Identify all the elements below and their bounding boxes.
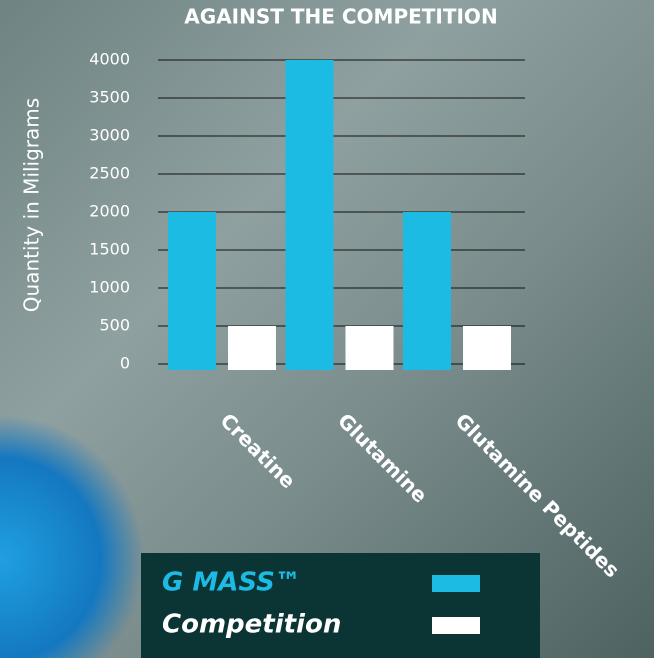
y-tick-label: 0 <box>120 354 130 373</box>
chart: AGAINST THE COMPETITION Quantity in Mili… <box>0 0 654 658</box>
y-tick-label: 2000 <box>89 202 130 221</box>
chart-title: AGAINST THE COMPETITION <box>184 5 497 29</box>
legend-label: G MASS™ <box>162 568 301 598</box>
bar <box>228 326 276 370</box>
bar <box>463 326 511 370</box>
y-tick-label: 500 <box>99 316 130 335</box>
y-tick-label: 3500 <box>89 88 130 107</box>
bar <box>168 212 216 370</box>
y-tick-label: 1000 <box>89 278 130 297</box>
y-tick-label: 2500 <box>89 164 130 183</box>
bar <box>346 326 394 370</box>
legend-label: Competition <box>162 610 341 640</box>
y-tick-label: 4000 <box>89 50 130 69</box>
bar <box>403 212 451 370</box>
legend-swatch <box>432 575 480 592</box>
y-tick-label: 3000 <box>89 126 130 145</box>
y-axis-label: Quantity in Miligrams <box>20 98 44 312</box>
y-tick-label: 1500 <box>89 240 130 259</box>
legend-swatch <box>432 617 480 634</box>
bar <box>286 60 334 370</box>
